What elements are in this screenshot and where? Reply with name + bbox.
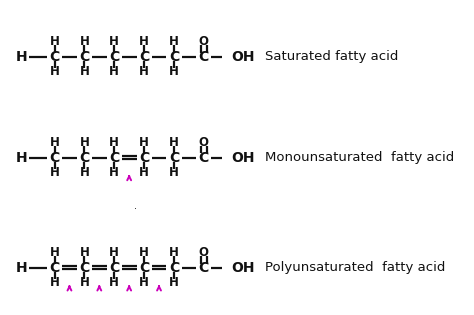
Text: H: H (50, 136, 59, 149)
Text: H: H (109, 35, 119, 48)
Text: C: C (139, 261, 149, 275)
Text: H: H (169, 166, 179, 179)
Text: ·: · (134, 204, 137, 215)
Text: C: C (169, 261, 179, 275)
Text: H: H (80, 136, 89, 149)
Text: C: C (49, 50, 60, 64)
Text: C: C (49, 151, 60, 164)
Text: Monounsaturated  fatty acid: Monounsaturated fatty acid (265, 151, 455, 164)
Text: H: H (16, 151, 27, 164)
Text: H: H (139, 166, 149, 179)
Text: Polyunsaturated  fatty acid: Polyunsaturated fatty acid (265, 261, 446, 274)
Text: H: H (169, 246, 179, 259)
Text: H: H (80, 246, 89, 259)
Text: H: H (50, 276, 59, 289)
Text: C: C (109, 50, 119, 64)
Text: C: C (199, 261, 209, 275)
Text: H: H (139, 35, 149, 48)
Text: H: H (50, 65, 59, 78)
Text: H: H (80, 65, 89, 78)
Text: C: C (49, 261, 60, 275)
Text: H: H (109, 246, 119, 259)
Text: C: C (169, 151, 179, 164)
Text: H: H (50, 246, 59, 259)
Text: H: H (169, 136, 179, 149)
Text: H: H (80, 166, 89, 179)
Text: H: H (16, 261, 27, 275)
Text: O: O (199, 246, 209, 259)
Text: Saturated fatty acid: Saturated fatty acid (265, 50, 399, 63)
Text: C: C (79, 151, 90, 164)
Text: C: C (199, 50, 209, 64)
Text: OH: OH (231, 151, 255, 164)
Text: H: H (169, 35, 179, 48)
Text: H: H (16, 50, 27, 64)
Text: H: H (169, 276, 179, 289)
Text: H: H (50, 166, 59, 179)
Text: H: H (169, 65, 179, 78)
Text: C: C (169, 50, 179, 64)
Text: C: C (139, 151, 149, 164)
Text: C: C (79, 261, 90, 275)
Text: H: H (109, 136, 119, 149)
Text: H: H (139, 246, 149, 259)
Text: H: H (109, 276, 119, 289)
Text: C: C (109, 261, 119, 275)
Text: C: C (199, 151, 209, 164)
Text: C: C (139, 50, 149, 64)
Text: OH: OH (231, 261, 255, 275)
Text: H: H (80, 35, 89, 48)
Text: H: H (50, 35, 59, 48)
Text: C: C (109, 151, 119, 164)
Text: OH: OH (231, 50, 255, 64)
Text: H: H (139, 136, 149, 149)
Text: H: H (109, 65, 119, 78)
Text: C: C (79, 50, 90, 64)
Text: H: H (109, 166, 119, 179)
Text: H: H (80, 276, 89, 289)
Text: O: O (199, 136, 209, 149)
Text: H: H (139, 65, 149, 78)
Text: H: H (139, 276, 149, 289)
Text: O: O (199, 35, 209, 48)
